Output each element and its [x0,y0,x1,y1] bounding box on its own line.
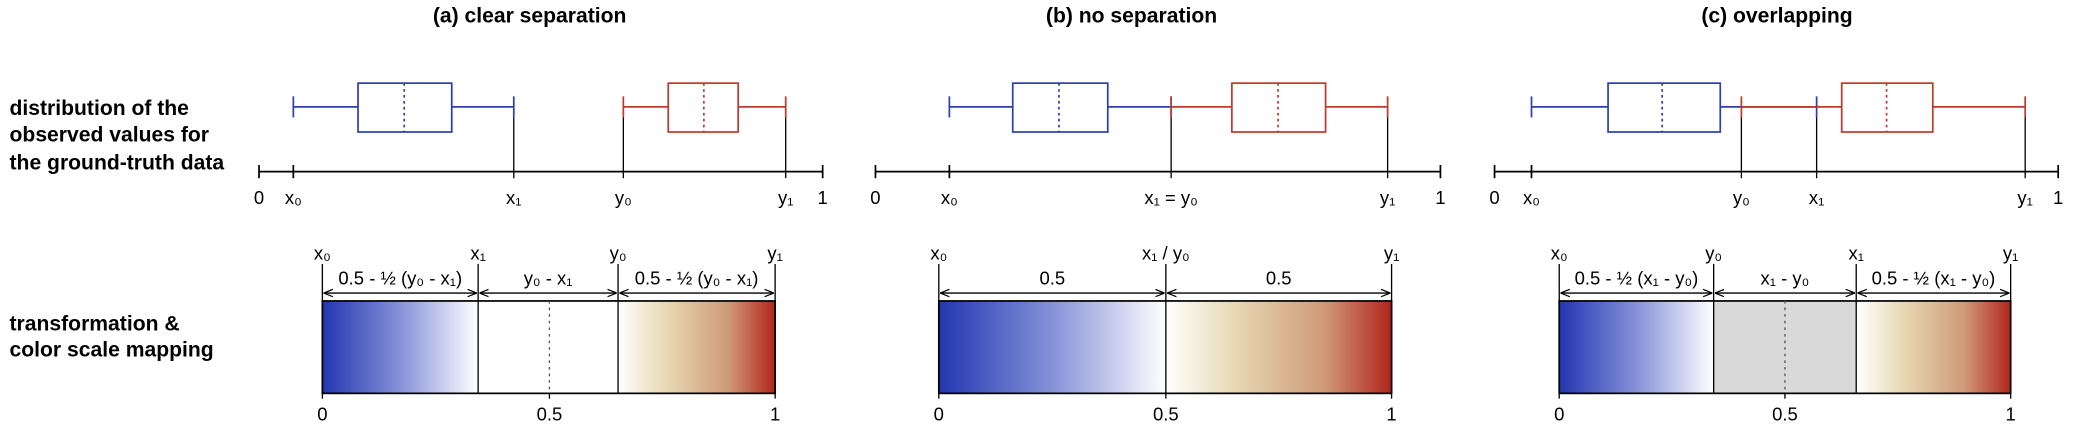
scale-label: 0 [1554,404,1564,425]
red-segment [1856,300,2011,394]
row-label: color scale mapping [10,339,214,362]
panel-title: (b) no separation [1046,5,1217,28]
scale-label: 0 [934,404,944,425]
axis-label: 0 [870,187,880,208]
scale-label: 1 [2006,404,2016,425]
axis-label: x₀ [1523,187,1540,208]
segment-label: y₀ - x₁ [524,268,573,289]
scale-label: 0.5 [1153,404,1179,425]
blue-segment [1559,300,1714,394]
segment-label: 0.5 [1039,268,1065,289]
scale-label: 1 [1386,404,1396,425]
red-segment [1165,300,1392,394]
bar-label: x₀ [1551,243,1568,264]
axis-label: y₁ [1380,187,1395,208]
blue-boxplot-box [1011,82,1109,133]
axis-label: y₁ [2017,187,2032,208]
row-label: the ground-truth data [10,151,225,174]
row-label: observed values for [10,124,209,147]
bar-label: x₀ [930,243,947,264]
axis-label: y₀ [1733,187,1750,208]
axis-label: 1 [2053,187,2063,208]
axis-label: 1 [818,187,828,208]
middle-segment [478,300,619,394]
axis-label: x₀ [941,187,958,208]
row-label: distribution of the [10,97,190,120]
bar-label: x₁ [1848,243,1863,264]
scale-label: 1 [770,404,780,425]
scale-label: 0 [317,404,327,425]
blue-segment [938,300,1166,394]
bar-label: y₁ [2003,243,2018,264]
axis-label: 0 [254,187,264,208]
row-label: transformation & [10,312,180,335]
bar-label: x₁ / y₀ [1142,243,1190,264]
axis-label: x₁ [1809,187,1824,208]
segment-label: x₁ - y₀ [1761,268,1810,289]
bar-label: y₀ [1705,243,1722,264]
segment-label: 0.5 - ½ (x₁ - y₀) [1575,268,1699,289]
bar-label: x₁ [470,243,485,264]
red-segment [618,300,776,394]
segment-label: 0.5 [1266,268,1292,289]
bar-label: y₁ [1384,243,1399,264]
axis-label: 0 [1489,187,1499,208]
axis-label: 1 [1435,187,1445,208]
axis-label: x₀ [285,187,302,208]
axis-label: x₁ [506,187,521,208]
axis-label: y₁ [778,187,793,208]
bar-label: y₁ [767,243,782,264]
panel-title: (c) overlapping [1701,5,1852,28]
blue-boxplot-box [1607,82,1722,133]
segment-label: 0.5 - ½ (x₁ - y₀) [1872,268,1996,289]
bar-label: y₀ [610,243,627,264]
segment-label: 0.5 - ½ (y₀ - x₁) [635,268,759,289]
scale-label: 0.5 [1772,404,1798,425]
segment-label: 0.5 - ½ (y₀ - x₁) [338,268,462,289]
axis-label: y₀ [615,187,632,208]
scale-label: 0.5 [537,404,563,425]
axis-label: x₁ = y₀ [1144,187,1197,208]
blue-segment [322,300,479,394]
panel-title: (a) clear separation [433,5,627,28]
bar-label: x₀ [314,243,331,264]
